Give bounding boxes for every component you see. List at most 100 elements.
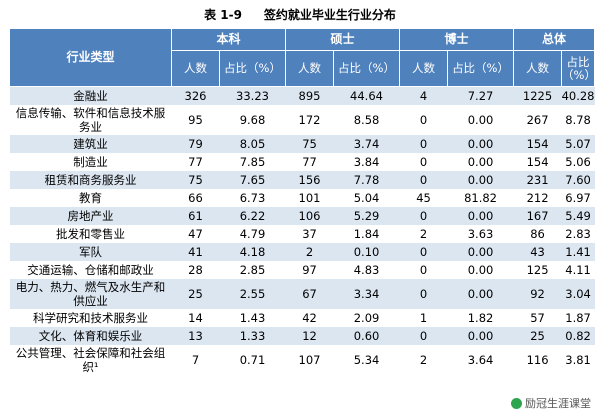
count-cell: 14 [171, 309, 220, 327]
ratio-cell: 0.00 [447, 327, 514, 345]
ratio-cell: 3.34 [333, 279, 400, 309]
industry-name: 交通运输、仓储和邮政业 [9, 261, 172, 279]
table-row: 文化、体育和娱乐业 13 1.33 12 0.60 0 0.00 25 0.82 [9, 327, 595, 345]
industry-name: 批发和零售业 [9, 225, 172, 243]
count-cell: 86 [513, 225, 562, 243]
count-cell: 77 [171, 153, 220, 171]
ratio-cell: 0.00 [447, 153, 514, 171]
count-cell: 0 [399, 135, 448, 153]
count-cell: 0 [399, 105, 448, 135]
count-cell: 101 [285, 189, 334, 207]
table-title: 签约就业毕业生行业分布 [263, 8, 396, 22]
ratio-cell: 0.00 [447, 243, 514, 261]
table-row: 信息传输、软件和信息技术服务业 95 9.68 172 8.58 0 0.00 267 8.78 [9, 105, 595, 135]
industry-name: 军队 [9, 243, 172, 261]
count-cell: 0 [399, 261, 448, 279]
ratio-cell: 1.43 [219, 309, 286, 327]
industry-name: 公共管理、社会保障和社会组织¹ [9, 345, 172, 375]
industry-name: 电力、热力、燃气及水生产和供应业 [9, 279, 172, 309]
count-cell: 97 [285, 261, 334, 279]
ratio-cell: 0.82 [561, 327, 595, 345]
ratio-cell: 8.78 [561, 105, 595, 135]
ratio-cell: 0.00 [447, 105, 514, 135]
ratio-cell: 0.00 [447, 135, 514, 153]
ratio-cell: 0.60 [333, 327, 400, 345]
table-row: 制造业 77 7.85 77 3.84 0 0.00 154 5.06 [9, 153, 595, 171]
industry-name: 文化、体育和娱乐业 [9, 327, 172, 345]
ratio-cell: 5.06 [561, 153, 595, 171]
ratio-cell: 8.05 [219, 135, 286, 153]
count-cell: 95 [171, 105, 220, 135]
table-row: 租赁和商务服务业 75 7.65 156 7.78 0 0.00 231 7.60 [9, 171, 595, 189]
ratio-cell: 4.18 [219, 243, 286, 261]
ratio-cell: 9.68 [219, 105, 286, 135]
table-row: 教育 66 6.73 101 5.04 45 81.82 212 6.97 [9, 189, 595, 207]
count-cell: 125 [513, 261, 562, 279]
count-cell: 212 [513, 189, 562, 207]
count-cell: 28 [171, 261, 220, 279]
count-cell: 326 [171, 86, 220, 105]
ratio-cell: 0.00 [447, 171, 514, 189]
industry-name: 房地产业 [9, 207, 172, 225]
count-cell: 25 [171, 279, 220, 309]
header-category: 行业类型 [9, 28, 172, 87]
industry-name: 制造业 [9, 153, 172, 171]
count-cell: 41 [171, 243, 220, 261]
count-cell: 0 [399, 279, 448, 309]
count-cell: 2 [399, 225, 448, 243]
ratio-cell: 33.23 [219, 86, 286, 105]
count-cell: 25 [513, 327, 562, 345]
table-caption: 表 1-9 签约就业毕业生行业分布 [0, 6, 600, 23]
count-cell: 67 [285, 279, 334, 309]
industry-name: 建筑业 [9, 135, 172, 153]
industry-name: 信息传输、软件和信息技术服务业 [9, 105, 172, 135]
count-cell: 2 [285, 243, 334, 261]
ratio-cell: 7.65 [219, 171, 286, 189]
count-cell: 267 [513, 105, 562, 135]
ratio-cell: 0.10 [333, 243, 400, 261]
ratio-cell: 1.82 [447, 309, 514, 327]
header-ratio: 占比（%） [561, 50, 596, 87]
header-count: 人数 [171, 50, 220, 87]
count-cell: 895 [285, 86, 334, 105]
ratio-cell: 5.49 [561, 207, 595, 225]
header-group-doctor: 博士 [399, 28, 515, 51]
header-count: 人数 [285, 50, 335, 87]
ratio-cell: 4.11 [561, 261, 595, 279]
count-cell: 0 [399, 207, 448, 225]
ratio-cell: 0.00 [447, 261, 514, 279]
count-cell: 154 [513, 135, 562, 153]
table-row: 批发和零售业 47 4.79 37 1.84 2 3.63 86 2.83 [9, 225, 595, 243]
count-cell: 231 [513, 171, 562, 189]
table-row: 金融业 326 33.23 895 44.64 4 7.27 1225 40.28 [9, 86, 595, 105]
count-cell: 4 [399, 86, 448, 105]
count-cell: 47 [171, 225, 220, 243]
ratio-cell: 3.04 [561, 279, 595, 309]
ratio-cell: 7.85 [219, 153, 286, 171]
ratio-cell: 8.58 [333, 105, 400, 135]
industry-distribution-table: 行业类型 本科 硕士 博士 总体 人数 占比（%） 人数 占比（%） 人数 占比… [9, 28, 596, 375]
table-row: 科学研究和技术服务业 14 1.43 42 2.09 1 1.82 57 1.87 [9, 309, 595, 327]
industry-name: 租赁和商务服务业 [9, 171, 172, 189]
ratio-cell: 3.64 [447, 345, 514, 375]
wechat-icon [511, 398, 522, 409]
count-cell: 42 [285, 309, 334, 327]
count-cell: 0 [399, 243, 448, 261]
ratio-cell: 2.55 [219, 279, 286, 309]
ratio-cell: 4.83 [333, 261, 400, 279]
ratio-cell: 3.63 [447, 225, 514, 243]
ratio-cell: 3.84 [333, 153, 400, 171]
count-cell: 0 [399, 171, 448, 189]
count-cell: 57 [513, 309, 562, 327]
count-cell: 75 [171, 171, 220, 189]
count-cell: 45 [399, 189, 448, 207]
ratio-cell: 2.83 [561, 225, 595, 243]
ratio-cell: 1.41 [561, 243, 595, 261]
ratio-cell: 5.04 [333, 189, 400, 207]
ratio-cell: 1.33 [219, 327, 286, 345]
header-ratio: 占比（%） [447, 50, 515, 87]
ratio-cell: 3.81 [561, 345, 595, 375]
ratio-cell: 81.82 [447, 189, 514, 207]
ratio-cell: 44.64 [333, 86, 400, 105]
header-ratio: 占比（%） [218, 50, 287, 87]
